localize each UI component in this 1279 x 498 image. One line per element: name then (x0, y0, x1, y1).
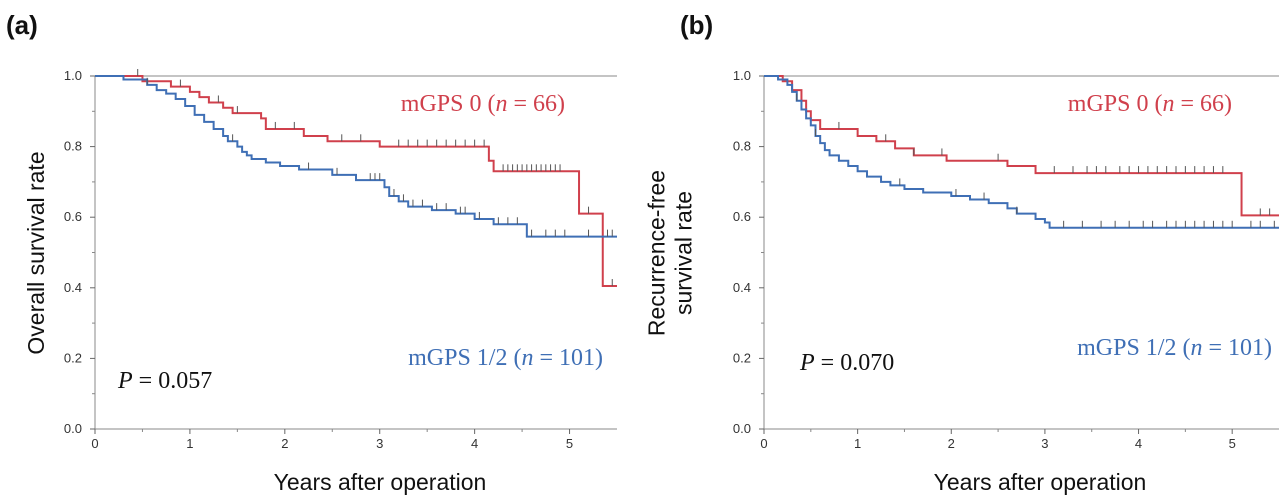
x-axis-title: Years after operation (274, 469, 487, 495)
panel-b: (b) 0.0 0.2 0.4 0.6 0.8 1.0 0 1 2 3 4 5 Years after … (640, 0, 1279, 498)
legend-label-mgps12: mGPS 1/2 (n = 101) (1077, 335, 1272, 361)
y-axis-title: Recurrence-free (644, 170, 670, 336)
y-tick-label: 0.8 (64, 139, 82, 154)
legend-n-value: = 66) (1174, 91, 1232, 117)
x-tick-label: 1 (186, 436, 193, 451)
p-value-annotation: P = 0.057 (117, 368, 212, 394)
x-tick-label: 5 (1229, 436, 1236, 451)
survival-curve-mgps12 (764, 75, 1279, 229)
y-tick-label: 0.4 (64, 280, 82, 295)
x-tick-label: 4 (1135, 436, 1142, 451)
y-tick-label: 0.4 (733, 280, 751, 295)
x-tick-label: 2 (948, 436, 955, 451)
p-value-symbol: P (117, 368, 133, 394)
y-tick-label: 0.2 (64, 350, 82, 365)
legend-n-value: = 66) (507, 91, 565, 117)
x-tick-label: 3 (1041, 436, 1048, 451)
y-tick-label: 0.0 (733, 421, 751, 436)
y-tick-label: 0.6 (64, 209, 82, 224)
x-tick-label: 4 (471, 436, 478, 451)
survival-chart-a: 0.0 0.2 0.4 0.6 0.8 1.0 0 1 2 3 4 5 Years after oper… (23, 68, 617, 495)
p-value-annotation: P = 0.070 (799, 350, 894, 376)
x-tick-label: 5 (566, 436, 573, 451)
survival-curve-mgps0 (764, 75, 1279, 217)
legend-n-value: = 101) (1202, 335, 1272, 361)
y-tick-label: 0.6 (733, 209, 751, 224)
survival-curve-mgps0 (95, 75, 617, 288)
x-tick-label: 1 (854, 436, 861, 451)
legend-series-name: mGPS 1/2 ( (408, 345, 521, 371)
y-tick-label: 1.0 (733, 68, 751, 83)
p-value-symbol: P (799, 350, 815, 376)
panel-a: (a) 0.0 0.2 0.4 0.6 0.8 1.0 0 1 2 3 4 5 Years after … (6, 10, 617, 495)
x-tick-label: 0 (91, 436, 98, 451)
legend-series-name: mGPS 0 ( (1068, 91, 1163, 117)
x-axis-title: Years after operation (934, 469, 1147, 495)
y-tick-label: 0.2 (733, 350, 751, 365)
y-axis-title: survival rate (671, 191, 697, 315)
p-value-number: = 0.070 (815, 350, 895, 376)
legend-label-mgps0: mGPS 0 (n = 66) (401, 91, 565, 117)
legend-series-name: mGPS 0 ( (401, 91, 496, 117)
survival-chart-b: 0.0 0.2 0.4 0.6 0.8 1.0 0 1 2 3 4 5 Years after oper… (644, 68, 1279, 495)
legend-series-name: mGPS 1/2 ( (1077, 335, 1190, 361)
panel-label-a: (a) (6, 10, 38, 40)
y-tick-label: 0.0 (64, 421, 82, 436)
survival-curve-mgps12 (95, 75, 617, 238)
legend-n-symbol: n (521, 345, 533, 371)
legend-n-symbol: n (1162, 91, 1174, 117)
x-tick-label: 2 (281, 436, 288, 451)
legend-n-symbol: n (495, 91, 507, 117)
y-tick-label: 0.8 (733, 139, 751, 154)
legend-label-mgps0: mGPS 0 (n = 66) (1068, 91, 1232, 117)
y-axis-title: Overall survival rate (23, 151, 49, 354)
p-value-number: = 0.057 (133, 368, 213, 394)
x-tick-label: 0 (760, 436, 767, 451)
y-tick-label: 1.0 (64, 68, 82, 83)
legend-label-mgps12: mGPS 1/2 (n = 101) (408, 345, 603, 371)
legend-n-symbol: n (1190, 335, 1202, 361)
x-tick-label: 3 (376, 436, 383, 451)
panel-label-b: (b) (680, 10, 714, 40)
legend-n-value: = 101) (533, 345, 603, 371)
